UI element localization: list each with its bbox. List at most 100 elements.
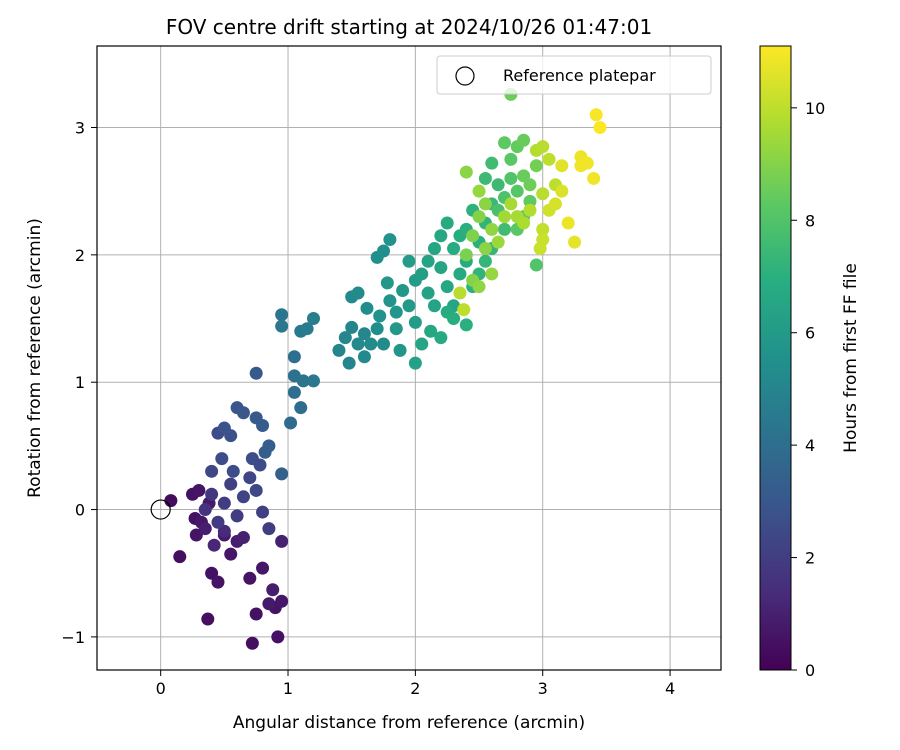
data-point bbox=[504, 171, 518, 185]
data-point bbox=[275, 308, 289, 322]
data-point bbox=[491, 178, 505, 192]
grid-lines bbox=[97, 46, 721, 670]
data-point bbox=[424, 324, 438, 338]
data-point bbox=[459, 318, 473, 332]
data-point bbox=[357, 350, 371, 364]
data-point bbox=[211, 515, 225, 529]
data-point bbox=[533, 241, 547, 255]
data-point bbox=[258, 445, 272, 459]
data-point bbox=[408, 356, 422, 370]
data-point bbox=[472, 184, 486, 198]
legend: Reference platepar bbox=[436, 55, 712, 95]
data-point bbox=[504, 197, 518, 211]
data-point bbox=[296, 374, 310, 388]
data-point bbox=[306, 312, 320, 326]
data-point bbox=[164, 494, 178, 508]
data-point bbox=[198, 503, 212, 517]
data-point bbox=[377, 337, 391, 351]
data-point bbox=[491, 235, 505, 249]
reference-marker bbox=[150, 499, 171, 520]
x-tick-label: 3 bbox=[538, 679, 548, 698]
data-point bbox=[498, 222, 512, 236]
data-point bbox=[536, 222, 550, 236]
data-point bbox=[459, 248, 473, 262]
data-point bbox=[555, 184, 569, 198]
x-axis: 0 1 2 3 4 bbox=[156, 670, 675, 698]
data-point bbox=[485, 222, 499, 236]
data-point bbox=[377, 244, 391, 258]
y-tick-label: 3 bbox=[75, 119, 85, 138]
data-point bbox=[342, 356, 356, 370]
data-point bbox=[536, 140, 550, 154]
data-point bbox=[523, 203, 537, 217]
data-point bbox=[370, 322, 384, 336]
data-point bbox=[523, 194, 537, 208]
data-point bbox=[245, 452, 259, 466]
data-point bbox=[243, 471, 257, 485]
data-point bbox=[207, 538, 221, 552]
data-point bbox=[275, 594, 289, 608]
data-point bbox=[306, 374, 320, 388]
data-point bbox=[402, 254, 416, 268]
data-point bbox=[256, 561, 270, 575]
data-point bbox=[529, 258, 543, 272]
data-point bbox=[256, 418, 270, 432]
data-point bbox=[345, 320, 359, 334]
data-point bbox=[485, 156, 499, 170]
data-point bbox=[510, 184, 524, 198]
data-point bbox=[224, 547, 238, 561]
data-point bbox=[478, 171, 492, 185]
data-point bbox=[262, 522, 276, 536]
data-point bbox=[300, 322, 314, 336]
data-point bbox=[236, 406, 250, 420]
data-point bbox=[262, 597, 276, 611]
data-point bbox=[201, 612, 215, 626]
data-point bbox=[271, 630, 285, 644]
data-point bbox=[284, 416, 298, 430]
data-point bbox=[498, 210, 512, 224]
data-point bbox=[383, 233, 397, 247]
data-point bbox=[561, 216, 575, 230]
data-point bbox=[478, 197, 492, 211]
data-point bbox=[447, 312, 461, 326]
data-point bbox=[389, 322, 403, 336]
data-point bbox=[427, 299, 441, 313]
data-point bbox=[338, 331, 352, 345]
data-point bbox=[459, 165, 473, 179]
data-point bbox=[383, 294, 397, 308]
data-point bbox=[529, 159, 543, 173]
colorbar-label: Hours from first FF file bbox=[841, 263, 861, 453]
data-point bbox=[357, 327, 371, 341]
y-tick-label: 2 bbox=[75, 246, 85, 265]
data-point bbox=[457, 303, 471, 317]
data-point bbox=[548, 197, 562, 211]
data-point bbox=[478, 254, 492, 268]
legend-marker bbox=[455, 66, 475, 86]
x-axis-label: Angular distance from reference (arcmin) bbox=[233, 713, 585, 733]
data-point bbox=[415, 267, 429, 281]
colorbar-gradient bbox=[759, 45, 792, 671]
data-point bbox=[504, 152, 518, 166]
data-point bbox=[287, 350, 301, 364]
chart-title: FOV centre drift starting at 2024/10/26 … bbox=[166, 15, 652, 39]
data-point bbox=[275, 319, 289, 333]
data-point bbox=[230, 509, 244, 523]
data-point bbox=[427, 241, 441, 255]
data-point bbox=[205, 487, 219, 501]
colorbar-tick-label: 2 bbox=[805, 549, 815, 568]
y-tick-label: 1 bbox=[75, 373, 85, 392]
data-point bbox=[205, 464, 219, 478]
data-point bbox=[256, 505, 270, 519]
y-axis: −1 0 1 2 3 bbox=[61, 119, 97, 647]
data-point bbox=[434, 261, 448, 275]
data-point bbox=[434, 229, 448, 243]
data-point bbox=[364, 337, 378, 351]
colorbar-ticks: 0 2 4 6 8 10 bbox=[791, 99, 825, 680]
data-point bbox=[351, 337, 365, 351]
data-point bbox=[226, 464, 240, 478]
data-point bbox=[245, 636, 259, 650]
colorbar: 0 2 4 6 8 10 Hours from first FF file bbox=[759, 45, 861, 680]
data-point bbox=[421, 254, 435, 268]
data-point bbox=[236, 531, 250, 545]
